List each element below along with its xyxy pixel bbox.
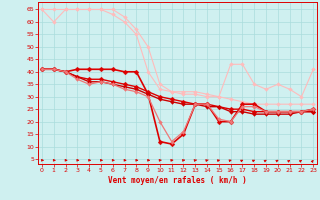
X-axis label: Vent moyen/en rafales ( km/h ): Vent moyen/en rafales ( km/h ) bbox=[108, 176, 247, 185]
